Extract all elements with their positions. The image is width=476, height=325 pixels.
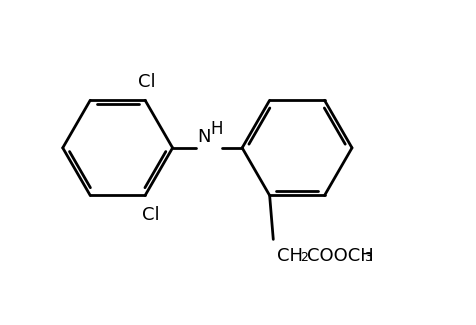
Text: COOCH: COOCH — [307, 247, 373, 265]
Text: Cl: Cl — [142, 206, 159, 224]
Text: N: N — [197, 128, 210, 146]
Text: 3: 3 — [363, 251, 371, 264]
Text: CH: CH — [277, 247, 302, 265]
Text: H: H — [210, 120, 223, 137]
Text: 2: 2 — [299, 251, 307, 264]
Text: Cl: Cl — [138, 73, 155, 92]
